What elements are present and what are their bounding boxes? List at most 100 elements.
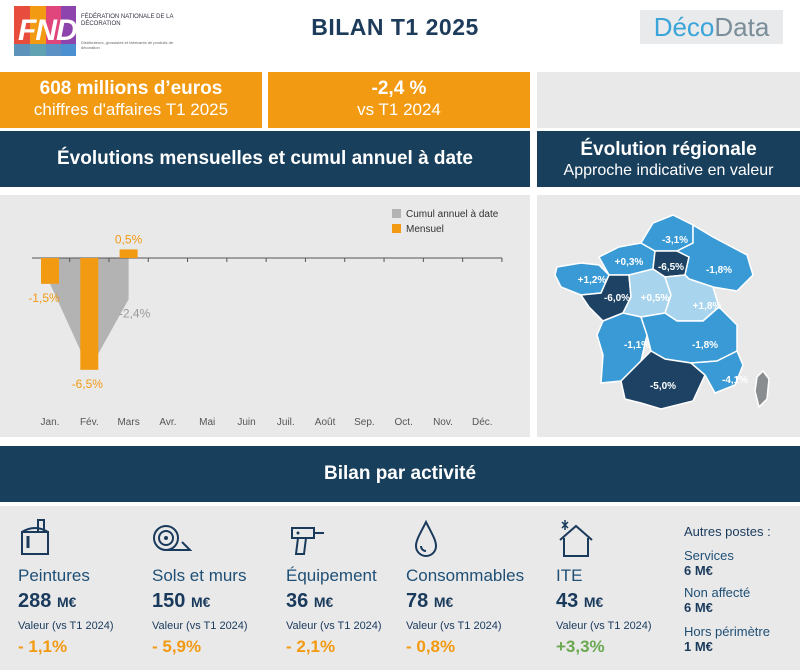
activity-value: 36 M€ [286, 590, 333, 613]
activity-label: Valeur (vs T1 2024) [406, 620, 502, 632]
kpi-placeholder [537, 72, 800, 128]
legend-swatch [392, 224, 401, 233]
activity-value: 150 M€ [152, 590, 210, 613]
activity-change: - 2,1% [286, 637, 336, 656]
activity-value-number: 150 [152, 590, 186, 612]
house-snowflake-icon [559, 520, 593, 557]
activity-value-number: 78 [406, 590, 429, 612]
x-tick-label: Mars [117, 417, 139, 428]
kpi-change: -2,4 % vs T1 2024 [268, 72, 530, 128]
other-items-title: Autres postes : [684, 524, 771, 539]
legend-swatch [392, 209, 401, 218]
monthly-chart: Jan. Fév. Mars Avr. Mai Juin Juil. Août Sep. Oct.… [28, 209, 503, 428]
activity-value-unit: M€ [56, 594, 77, 610]
region-value-label: -1,8% [692, 340, 718, 351]
legend-label: Mensuel [406, 224, 444, 235]
data-label: -1,5% [28, 291, 60, 305]
paint-bucket-icon [21, 519, 49, 555]
region-value-label: -4,1% [722, 375, 748, 386]
activity-label: Valeur (vs T1 2024) [152, 620, 248, 632]
section-regional-header: Évolution régionale Approche indicative … [537, 131, 800, 187]
activity-peintures: Peintures 288 M€ Valeur (vs T1 2024) - 1… [0, 506, 140, 670]
france-map: +0,3% -3,1% -6,5% -1,8% +1,2% -6,0% +0,5% +1,8%… [554, 214, 770, 410]
x-tick-label: Mai [199, 417, 215, 428]
x-tick-label: Juil. [277, 417, 295, 428]
region-value-label: +0,5% [641, 293, 670, 304]
region-value-label: -5,0% [650, 381, 676, 392]
drop-icon [414, 519, 438, 557]
region-value-label: +1,8% [693, 301, 722, 312]
monthly-chart-panel: Jan. Fév. Mars Avr. Mai Juin Juil. Août Sep. Oct.… [0, 195, 530, 437]
x-tick-label: Avr. [159, 417, 176, 428]
activity-value-unit: M€ [190, 594, 211, 610]
activity-value-unit: M€ [583, 594, 604, 610]
x-tick-label: Août [315, 417, 336, 428]
activity-sols-et-murs: Sols et murs 150 M€ Valeur (vs T1 2024) … [134, 506, 274, 670]
activity-value-number: 288 [18, 590, 52, 612]
activity-consommables: Consommables 78 M€ Valeur (vs T1 2024) -… [388, 506, 528, 670]
x-tick-label: Fév. [80, 417, 99, 428]
x-tick-label: Oct. [395, 417, 413, 428]
region-value-label: +1,2% [578, 275, 607, 286]
fnd-logo: FND Fédération nationale de la décoratio… [14, 6, 184, 56]
activity-value-unit: M€ [313, 594, 334, 610]
section-monthly-header: Évolutions mensuelles et cumul annuel à … [0, 131, 530, 187]
data-label: -2,4% [119, 306, 151, 320]
activity-label: Valeur (vs T1 2024) [286, 620, 382, 632]
x-tick-label: Déc. [472, 417, 493, 428]
region-value-label: -3,1% [662, 235, 688, 246]
activity-name: Équipement [286, 566, 377, 585]
activity-name: Sols et murs [152, 566, 247, 585]
activity-name: ITE [556, 566, 583, 585]
kpi-revenue-value: 608 millions d’euros [39, 78, 223, 99]
other-item-name: Non affecté [684, 585, 751, 600]
activity-change: - 5,9% [152, 637, 202, 656]
region-value-label: -6,5% [658, 262, 684, 273]
x-tick-label: Juin [237, 417, 255, 428]
activity-label: Valeur (vs T1 2024) [18, 620, 114, 632]
x-tick-label: Nov. [433, 417, 453, 428]
regional-subtitle: Approche indicative en valeur [563, 162, 774, 179]
other-item-value: 1 M€ [684, 639, 713, 654]
x-tick-label: Sep. [354, 417, 375, 428]
activity-value: 43 M€ [556, 590, 603, 613]
region-value-label: -1,8% [706, 265, 732, 276]
activity-panel: Peintures 288 M€ Valeur (vs T1 2024) - 1… [0, 506, 800, 670]
kpi-change-label: vs T1 2024 [357, 100, 441, 119]
activity-ite: ITE 43 M€ Valeur (vs T1 2024) +3,3% [538, 506, 678, 670]
other-item-name: Services [684, 548, 734, 563]
region-corse [754, 369, 770, 409]
other-items: Autres postes : Services 6 M€ Non affect… [684, 506, 800, 670]
region-value-label: -6,0% [604, 293, 630, 304]
decodata-logo: DécoData [640, 10, 783, 44]
activity-value-number: 36 [286, 590, 309, 612]
page-title: BILAN T1 2025 [311, 14, 479, 40]
data-label: 0,5% [115, 232, 143, 246]
monthly-bar [80, 258, 99, 370]
fnd-logo-mark [14, 6, 76, 56]
other-item-value: 6 M€ [684, 563, 713, 578]
decodata-logo-part1: Déco [653, 12, 715, 42]
legend-label: Cumul annuel à date [406, 209, 499, 220]
x-tick-label: Jan. [41, 417, 60, 428]
activity-value: 78 M€ [406, 590, 453, 613]
activity-label: Valeur (vs T1 2024) [556, 620, 652, 632]
activity-change: - 1,1% [18, 637, 68, 656]
kpi-revenue: 608 millions d’euros chiffres d'affaires… [0, 72, 262, 128]
region-value-label: -1,1% [624, 340, 650, 351]
regional-map-panel: +0,3% -3,1% -6,5% -1,8% +1,2% -6,0% +0,5% +1,8%… [537, 195, 800, 437]
activity-value-number: 43 [556, 590, 579, 612]
monthly-bar [41, 258, 59, 284]
activity-value: 288 M€ [18, 590, 76, 613]
decodata-logo-part2: Data [714, 12, 770, 42]
region-paca [689, 349, 744, 394]
section-activity-header: Bilan par activité [0, 446, 800, 502]
activity-value-unit: M€ [433, 594, 454, 610]
drill-icon [291, 527, 324, 555]
kpi-revenue-label: chiffres d'affaires T1 2025 [33, 100, 229, 119]
monthly-bar [119, 249, 138, 258]
activity-name: Peintures [18, 566, 90, 585]
kpi-change-value: -2,4 % [371, 78, 427, 99]
activity-change: +3,3% [556, 637, 605, 656]
other-item-value: 6 M€ [684, 600, 713, 615]
